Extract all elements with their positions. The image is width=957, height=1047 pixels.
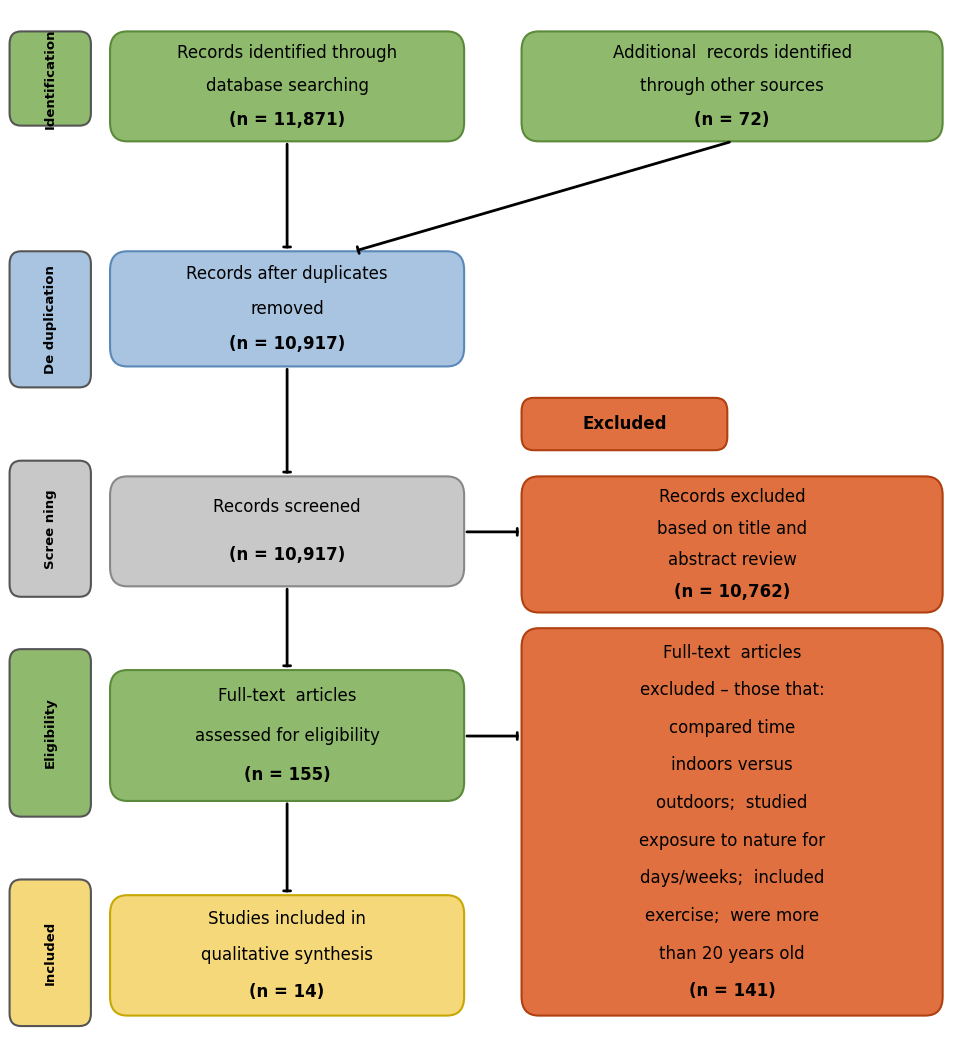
Text: through other sources: through other sources [640,77,824,95]
Text: Studies included in: Studies included in [209,910,366,928]
FancyBboxPatch shape [522,398,727,450]
Text: (n = 10,917): (n = 10,917) [229,335,345,353]
FancyBboxPatch shape [110,31,464,141]
Text: Records excluded: Records excluded [658,488,806,506]
Text: exercise;  were more: exercise; were more [645,907,819,925]
Text: Additional  records identified: Additional records identified [612,44,852,62]
Text: (n = 11,871): (n = 11,871) [229,111,345,129]
FancyBboxPatch shape [10,461,91,597]
Text: compared time: compared time [669,719,795,737]
Text: De duplication: De duplication [44,265,56,374]
Text: assessed for eligibility: assessed for eligibility [194,727,380,744]
FancyBboxPatch shape [10,879,91,1026]
Text: outdoors;  studied: outdoors; studied [657,794,808,812]
Text: removed: removed [250,299,324,318]
Text: qualitative synthesis: qualitative synthesis [201,946,373,964]
FancyBboxPatch shape [522,476,943,612]
Text: Identification: Identification [44,28,56,129]
FancyBboxPatch shape [522,628,943,1016]
Text: Records after duplicates: Records after duplicates [187,265,388,283]
Text: (n = 10,917): (n = 10,917) [229,547,345,564]
Text: Records screened: Records screened [213,498,361,516]
Text: Excluded: Excluded [582,415,667,433]
Text: Full-text  articles: Full-text articles [218,687,356,705]
Text: exposure to nature for: exposure to nature for [639,831,825,850]
Text: Full-text  articles: Full-text articles [663,644,801,662]
Text: Included: Included [44,920,56,985]
Text: Scree ning: Scree ning [44,489,56,569]
FancyBboxPatch shape [522,31,943,141]
FancyBboxPatch shape [110,895,464,1016]
Text: Eligibility: Eligibility [44,697,56,768]
FancyBboxPatch shape [10,251,91,387]
Text: indoors versus: indoors versus [671,757,793,775]
Text: Records identified through: Records identified through [177,44,397,62]
Text: days/weeks;  included: days/weeks; included [640,869,824,887]
Text: (n = 72): (n = 72) [695,111,769,129]
Text: (n = 155): (n = 155) [244,766,330,784]
FancyBboxPatch shape [10,649,91,817]
Text: (n = 141): (n = 141) [689,982,775,1000]
FancyBboxPatch shape [110,670,464,801]
Text: database searching: database searching [206,77,368,95]
Text: abstract review: abstract review [668,552,796,570]
Text: excluded – those that:: excluded – those that: [639,682,825,699]
Text: (n = 14): (n = 14) [250,983,324,1001]
Text: based on title and: based on title and [657,519,807,537]
FancyBboxPatch shape [110,476,464,586]
FancyBboxPatch shape [10,31,91,126]
Text: than 20 years old: than 20 years old [659,944,805,962]
Text: (n = 10,762): (n = 10,762) [674,583,790,601]
FancyBboxPatch shape [110,251,464,366]
